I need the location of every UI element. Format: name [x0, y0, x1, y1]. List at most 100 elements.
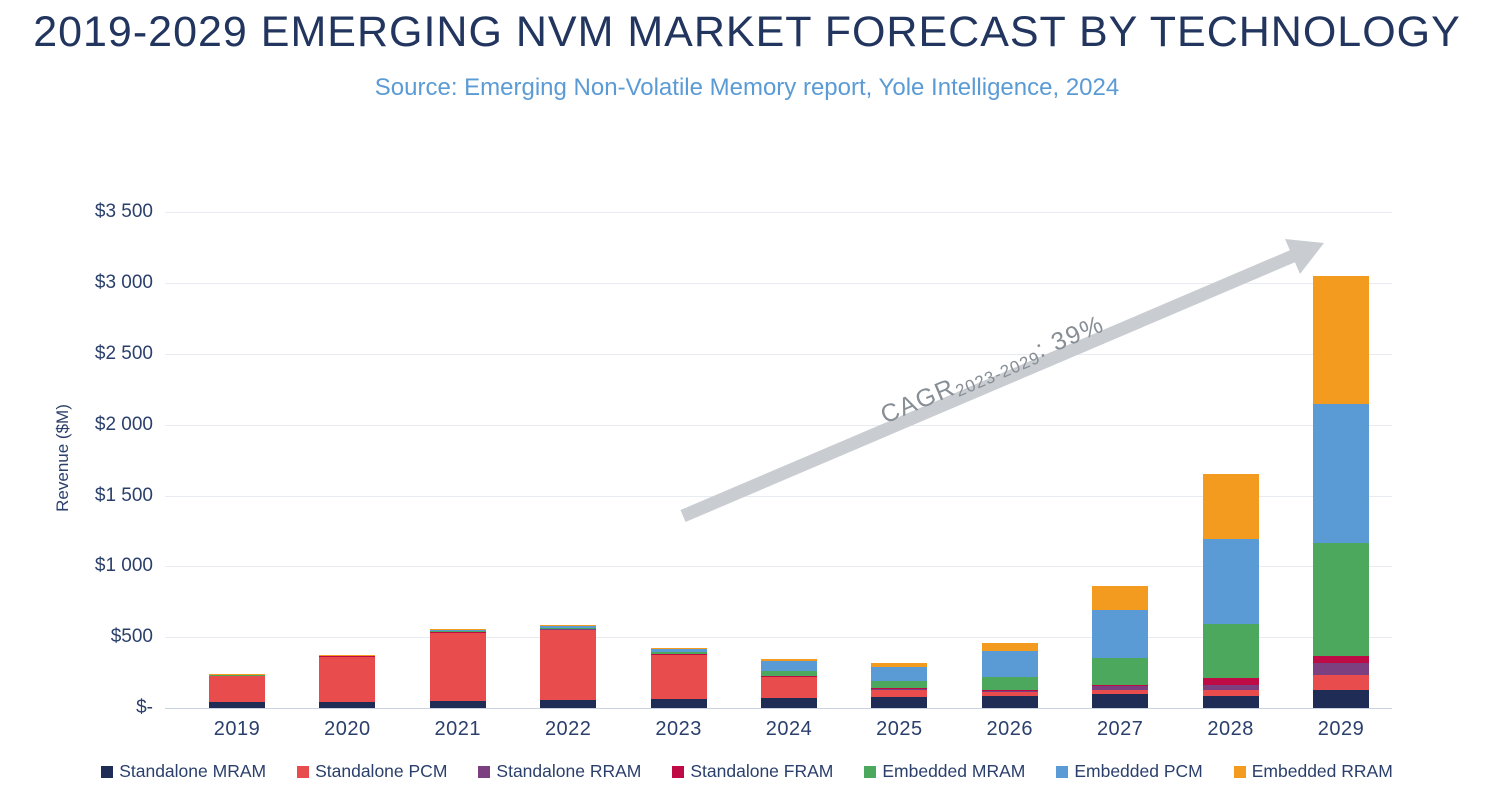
- legend-label: Embedded RRAM: [1251, 761, 1393, 781]
- bar-2026-standalone-rram: [981, 691, 1038, 692]
- bar-2025-standalone-pcm: [871, 689, 928, 697]
- y-tick-label: $2 500: [94, 343, 153, 364]
- x-tick-label-2024: 2024: [765, 718, 813, 740]
- gridline: [165, 424, 1392, 426]
- legend-label: Standalone FRAM: [690, 761, 834, 781]
- bar-2024-standalone-pcm: [761, 676, 817, 698]
- bar-2028-embedded-pcm: [1202, 538, 1259, 624]
- x-tick-label-2023: 2023: [655, 718, 702, 740]
- bar-2027-embedded-rram: [1092, 586, 1149, 610]
- bar-2027-standalone-rram: [1092, 686, 1149, 690]
- bar-2023-standalone-mram: [650, 698, 707, 708]
- legend-label: Embedded PCM: [1074, 761, 1203, 781]
- x-tick-label-2019: 2019: [213, 718, 261, 740]
- y-axis-title: Revenue ($M): [53, 404, 72, 512]
- bar-2026-standalone-pcm: [981, 692, 1038, 696]
- x-tick-label-2026: 2026: [986, 718, 1034, 740]
- x-tick-label-2020: 2020: [324, 718, 371, 740]
- bar-2024-embedded-pcm: [761, 661, 817, 671]
- bar-2029-standalone-mram: [1313, 690, 1369, 708]
- bar-2029-standalone-pcm: [1313, 674, 1369, 691]
- bar-2020-embedded-mram: [319, 655, 376, 656]
- bar-2029-standalone-rram: [1313, 663, 1369, 675]
- legend-swatch-standalone-fram: [672, 765, 685, 778]
- bar-2025-standalone-mram: [871, 696, 928, 708]
- bar-2019-standalone-pcm: [209, 675, 265, 703]
- bar-2029-embedded-mram: [1313, 543, 1369, 657]
- bar-2026-standalone-mram: [981, 695, 1038, 708]
- cagr-annotation: CAGR2023-2029: 39%: [876, 310, 1109, 432]
- bar-2025-embedded-pcm: [871, 666, 928, 682]
- legend-swatch-standalone-pcm: [297, 765, 310, 778]
- bar-2028-standalone-mram: [1202, 695, 1259, 708]
- y-tick-label: $2 000: [94, 413, 153, 435]
- bar-2028-embedded-mram: [1202, 623, 1259, 679]
- legend-item-embedded-mram: Embedded MRAM: [864, 761, 1025, 782]
- x-tick-label-2022: 2022: [544, 718, 592, 740]
- legend-swatch-standalone-rram: [478, 765, 491, 778]
- bar-2022-embedded-pcm: [540, 625, 597, 628]
- x-axis-baseline: [165, 708, 1392, 709]
- bar-2026-embedded-pcm: [981, 651, 1038, 677]
- bar-2026-standalone-fram: [981, 690, 1038, 691]
- legend-item-standalone-rram: Standalone RRAM: [478, 761, 641, 782]
- bar-2027-standalone-pcm: [1092, 689, 1149, 694]
- y-tick-label: $3 000: [94, 272, 153, 294]
- bar-2028-standalone-rram: [1202, 685, 1259, 691]
- gridline: [165, 354, 1392, 355]
- x-tick-label-2025: 2025: [876, 718, 923, 740]
- bar-2028-embedded-rram: [1202, 473, 1259, 539]
- bar-2024-embedded-rram: [761, 659, 817, 662]
- cagr-prefix: CAGR: [876, 373, 960, 430]
- x-tick-label-2029: 2029: [1317, 718, 1365, 740]
- bar-2027-embedded-pcm: [1092, 609, 1149, 659]
- legend-label: Standalone PCM: [315, 761, 448, 781]
- legend-item-standalone-pcm: Standalone PCM: [297, 761, 447, 782]
- bar-2021-embedded-pcm: [429, 629, 486, 631]
- bar-2020-embedded-pcm: [319, 654, 376, 656]
- bar-2025-embedded-rram: [871, 663, 928, 667]
- gridline: [165, 566, 1392, 568]
- legend-swatch-embedded-mram: [864, 765, 877, 778]
- bar-2023-embedded-pcm: [650, 648, 707, 653]
- bar-2029-embedded-pcm: [1313, 403, 1369, 544]
- legend-item-embedded-pcm: Embedded PCM: [1056, 761, 1203, 782]
- bar-2022-standalone-pcm: [540, 628, 597, 700]
- legend-swatch-embedded-pcm: [1056, 765, 1069, 778]
- bar-2025-embedded-mram: [871, 681, 928, 689]
- bar-2024-standalone-mram: [761, 697, 817, 708]
- gridline: [165, 637, 1392, 639]
- bar-2028-standalone-fram: [1202, 678, 1259, 686]
- bar-2023-embedded-mram: [650, 652, 707, 654]
- chart-title: 2019-2029 EMERGING NVM MARKET FORECAST B…: [33, 8, 1461, 56]
- bar-2024-embedded-mram: [761, 670, 817, 676]
- legend-swatch-standalone-mram: [101, 765, 114, 778]
- bar-2019-standalone-mram: [209, 702, 265, 708]
- bar-2029-standalone-fram: [1313, 656, 1369, 664]
- y-tick-label: $1 500: [94, 484, 153, 506]
- chart-source: Source: Emerging Non-Volatile Memory rep…: [374, 74, 1120, 101]
- bar-2022-embedded-mram: [540, 627, 597, 629]
- legend-item-standalone-fram: Standalone FRAM: [672, 761, 833, 782]
- bar-2029-embedded-rram: [1313, 276, 1369, 404]
- bar-2027-embedded-mram: [1092, 658, 1149, 686]
- y-tick-label: $-: [136, 697, 153, 718]
- bar-2021-standalone-pcm: [429, 632, 486, 701]
- bar-2020-standalone-mram: [319, 701, 376, 708]
- legend-item-embedded-rram: Embedded RRAM: [1233, 761, 1393, 782]
- bar-2026-embedded-mram: [981, 676, 1038, 690]
- legend-swatch-embedded-rram: [1233, 765, 1246, 778]
- bar-2022-standalone-mram: [540, 699, 597, 708]
- legend: Standalone MRAM Standalone PCM Standalone …: [0, 761, 1494, 782]
- cagr-value: : 39%: [1031, 309, 1109, 364]
- y-tick-label: $500: [110, 626, 153, 648]
- gridline: [165, 212, 1392, 214]
- x-tick-label-2021: 2021: [434, 718, 482, 740]
- y-tick-label: $3 500: [94, 201, 153, 223]
- bar-2021-standalone-mram: [429, 700, 486, 708]
- legend-label: Embedded MRAM: [882, 761, 1026, 781]
- bar-2020-standalone-pcm: [319, 656, 376, 702]
- legend-label: Standalone RRAM: [496, 761, 642, 781]
- x-tick-label-2028: 2028: [1207, 718, 1254, 740]
